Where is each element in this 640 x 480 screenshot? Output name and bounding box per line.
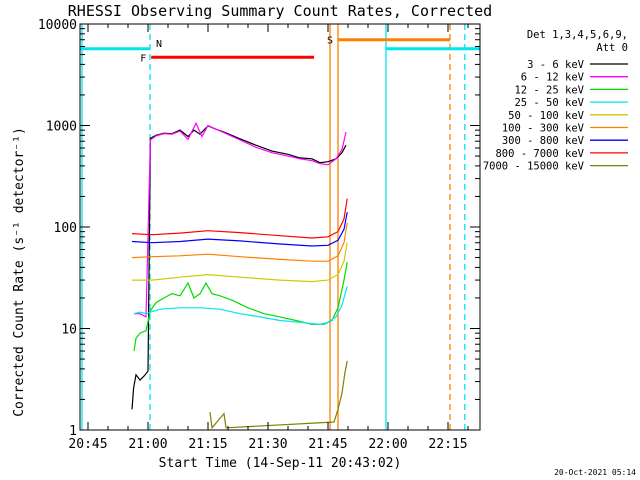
y-tick-label-4: 10000 (38, 18, 77, 33)
series-line-1 (134, 121, 347, 318)
x-tick-label-2: 21:15 (188, 437, 227, 452)
legend-label-4: 50 - 100 keV (508, 110, 585, 122)
series-line-7 (131, 198, 348, 239)
x-tick-label-6: 22:15 (428, 437, 467, 452)
chart-title: RHESSI Observing Summary Count Rates, Co… (68, 2, 492, 20)
footer-timestamp: 20-Oct-2021 05:14 (554, 468, 636, 477)
legend-label-1: 6 - 12 keV (521, 72, 585, 84)
series-line-6 (131, 212, 348, 247)
legend-label-8: 7000 - 15000 keV (483, 161, 585, 173)
state-bar-label-2: S (327, 36, 333, 47)
series-lines (131, 121, 348, 430)
x-tick-label-3: 21:30 (248, 437, 287, 452)
y-tick-label-1: 10 (61, 323, 77, 338)
x-tick-label-5: 22:00 (368, 437, 407, 452)
marker-label-1: N (156, 39, 162, 50)
series-line-8 (209, 360, 348, 430)
legend-label-6: 300 - 800 keV (502, 135, 585, 147)
x-tick-label-0: 20:45 (68, 437, 107, 452)
series-line-0 (131, 125, 347, 410)
y-tick-label-2: 100 (54, 221, 77, 236)
legend-label-0: 3 - 6 keV (527, 59, 585, 71)
y-axis-ticks: 1 10 100 1000 10000 (38, 18, 480, 439)
legend-label-2: 12 - 25 keV (514, 84, 584, 96)
series-line-3 (133, 286, 348, 325)
y-tick-label-0: 1 (69, 424, 77, 439)
y-tick-label-3: 1000 (46, 120, 77, 135)
state-bar-label-1: F (140, 53, 146, 64)
legend-label-3: 25 - 50 keV (514, 97, 584, 109)
legend-header-line-2: Att 0 (596, 42, 628, 54)
x-axis-label: Start Time (14-Sep-11 20:43:02) (159, 456, 402, 471)
series-line-4 (132, 242, 348, 283)
x-tick-label-4: 21:45 (308, 437, 347, 452)
y-axis-label: Corrected Count Rate (s⁻¹ detector⁻¹) (12, 127, 27, 417)
plot-area: N FS 20:45 21:00 21:15 21:30 21:45 22:00 22:15… (38, 18, 481, 452)
x-tick-label-1: 21:00 (128, 437, 167, 452)
series-line-5 (131, 222, 348, 262)
x-axis-ticks: 20:45 21:00 21:15 21:30 21:45 22:00 22:15 (68, 24, 469, 452)
state-bars: FS (80, 36, 480, 64)
legend-header-line-1: Det 1,3,4,5,6,9, (527, 29, 628, 41)
legend-label-5: 100 - 300 keV (502, 123, 585, 135)
legend-label-7: 800 - 7000 keV (495, 148, 584, 160)
